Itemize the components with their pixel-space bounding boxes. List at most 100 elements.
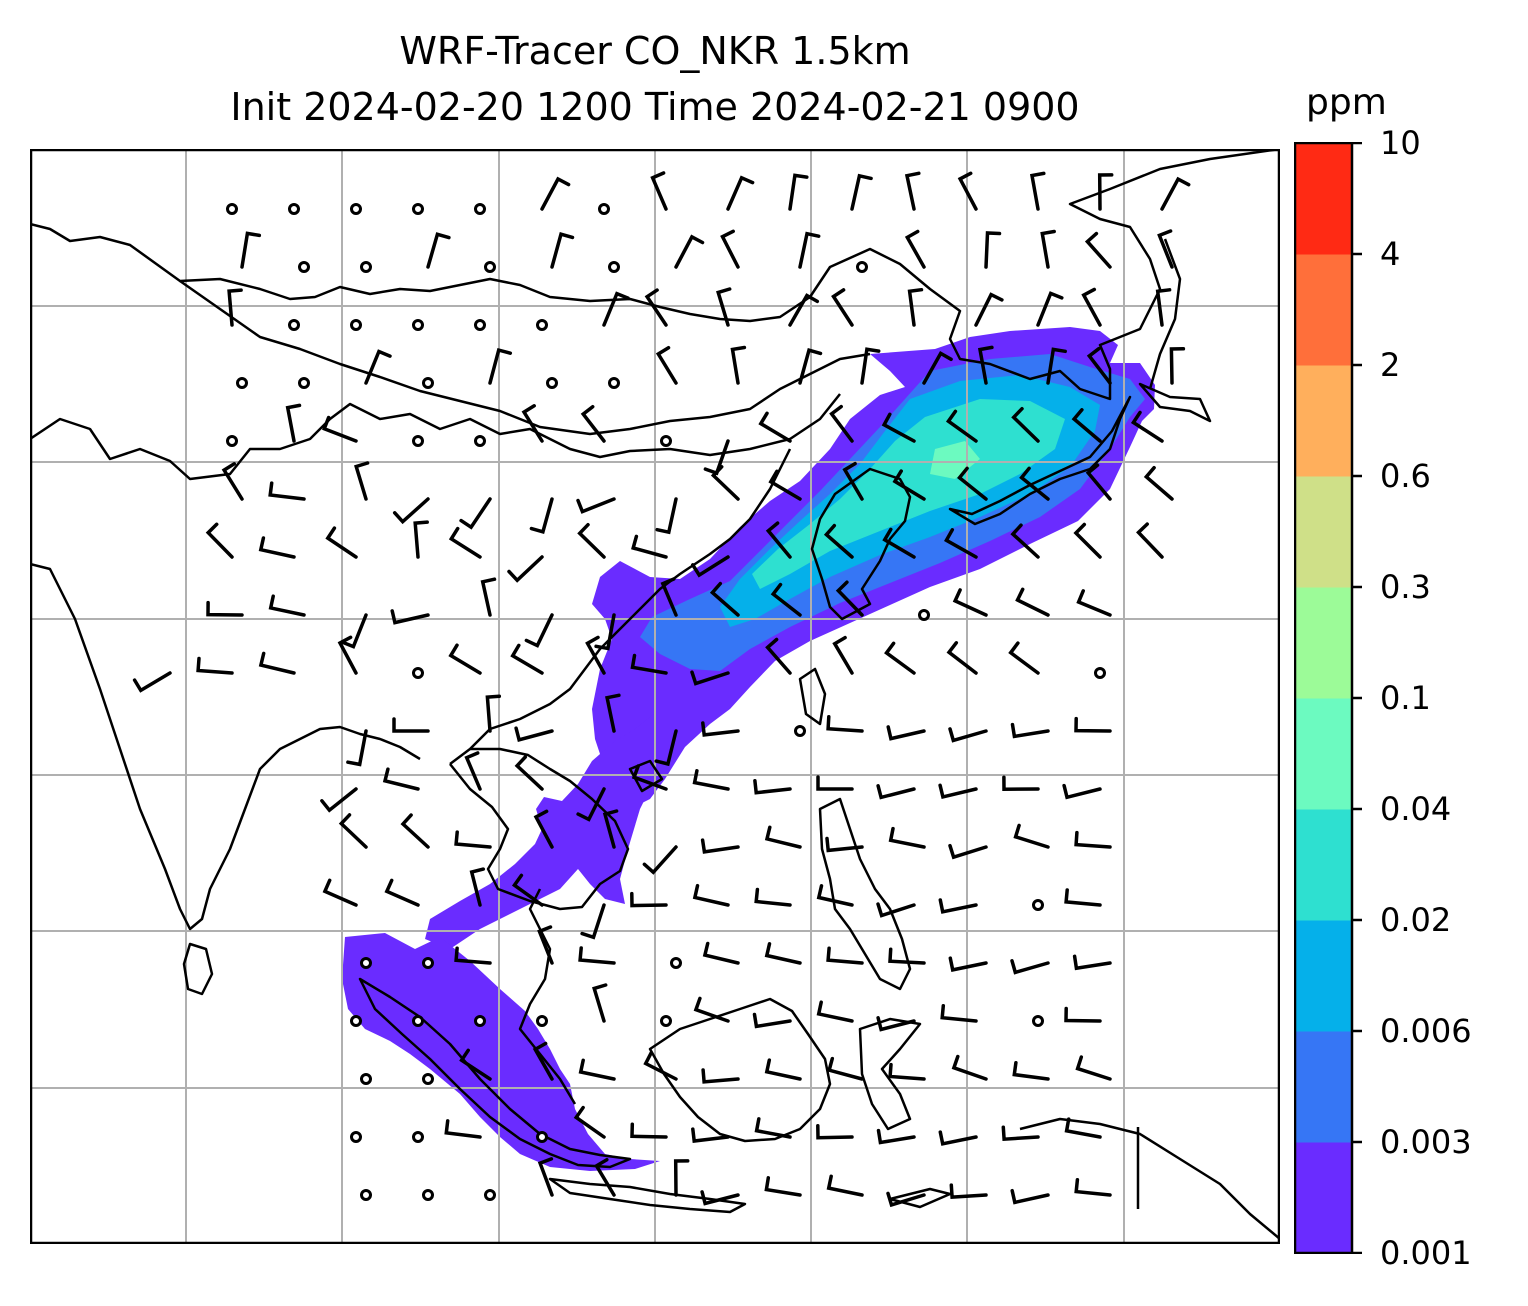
wind-barb <box>951 1054 988 1081</box>
wind-barb <box>835 580 864 617</box>
wind-barb <box>1157 229 1174 269</box>
colorbar-tick-label: 0.02 <box>1380 901 1452 939</box>
wind-barb <box>716 287 732 327</box>
wind-barb <box>400 813 430 849</box>
calm-circle <box>288 203 300 215</box>
wind-barb <box>758 411 792 443</box>
wind-barb <box>709 581 740 617</box>
wind-barb <box>816 1123 854 1140</box>
wind-barb <box>514 726 554 742</box>
wind-barb <box>842 461 864 501</box>
calm-circle <box>660 1015 672 1027</box>
wind-barb <box>630 1122 668 1139</box>
calm-circle <box>422 377 434 389</box>
wind-barb <box>764 825 802 849</box>
wind-barb <box>258 536 296 559</box>
wind-barb <box>1064 1006 1102 1023</box>
coastline-india <box>30 562 421 931</box>
calm-circle <box>412 435 424 447</box>
wind-barb <box>655 345 678 385</box>
calm-circle <box>918 609 930 621</box>
wind-barb <box>529 497 554 534</box>
wind-barb <box>382 767 420 791</box>
calm-circle <box>412 1015 424 1027</box>
wind-barb <box>692 769 730 791</box>
wind-barb <box>576 787 606 822</box>
wind-barb <box>876 784 916 800</box>
wind-barb <box>1076 589 1112 617</box>
calm-circle <box>474 319 486 331</box>
calm-circle <box>670 957 682 969</box>
calm-circle <box>350 319 362 331</box>
wind-barb <box>268 594 306 617</box>
wind-barb <box>364 349 392 385</box>
colorbar-segment <box>1295 920 1352 1032</box>
colorbar-segment <box>1295 365 1352 477</box>
wind-barb <box>1075 1055 1112 1081</box>
wind-barb <box>765 637 792 675</box>
wind-barb <box>922 351 953 385</box>
title-line-2: Init 2024-02-20 1200 Time 2024-02-21 090… <box>230 85 1080 129</box>
plume-indochina <box>425 709 670 949</box>
wind-barb <box>1010 722 1050 739</box>
coastline-java <box>548 1177 747 1214</box>
calm-circle <box>412 319 424 331</box>
wind-barb <box>876 1128 916 1145</box>
wind-barb <box>888 1062 926 1081</box>
wind-barb <box>285 403 302 443</box>
wind-barb <box>325 526 358 559</box>
wind-barb <box>945 409 978 443</box>
wind-barb <box>521 404 544 443</box>
wind-barb <box>240 231 262 269</box>
colorbar-segment <box>1295 809 1352 921</box>
wind-barb <box>1011 406 1040 443</box>
wind-barb <box>674 234 705 269</box>
wind-barb <box>798 348 823 385</box>
wind-barb <box>1081 287 1102 327</box>
wind-barb <box>826 946 864 965</box>
calm-circle <box>1032 1015 1044 1027</box>
calm-wind-circles <box>226 203 1106 1201</box>
coastline-gulf-thailand <box>518 888 577 1105</box>
wind-barb <box>948 727 988 743</box>
wind-barb <box>1001 1125 1040 1142</box>
colorbar <box>1294 142 1362 1254</box>
wind-barb <box>221 462 244 501</box>
wind-barb <box>654 729 678 767</box>
wind-barb <box>944 528 978 559</box>
wind-barb <box>322 878 358 907</box>
calm-circle <box>536 319 548 331</box>
wind-barb <box>585 635 606 675</box>
wind-barb <box>578 946 616 965</box>
calm-circle <box>474 203 486 215</box>
wind-barb <box>655 497 678 535</box>
coastline-taiwan <box>798 667 827 726</box>
wind-barb <box>826 1174 864 1197</box>
wind-barb <box>550 232 575 269</box>
wind-barb <box>938 898 978 914</box>
colorbar-unit: ppm <box>1306 82 1387 123</box>
wind-barb <box>346 729 368 767</box>
wind-barb <box>764 942 802 965</box>
coastline-indochina <box>449 747 630 911</box>
colorbar-segment <box>1295 1031 1352 1143</box>
wind-barb <box>754 887 792 907</box>
wind-barb <box>832 635 854 675</box>
wind-barb <box>876 902 916 918</box>
wind-barb <box>957 171 978 211</box>
calm-circle <box>298 377 310 389</box>
wind-barb <box>1029 171 1046 211</box>
wind-barb <box>726 175 755 211</box>
wind-barb <box>1012 1060 1050 1081</box>
colorbar-tick-label: 2 <box>1380 346 1401 384</box>
wind-barb <box>1073 522 1102 559</box>
wind-barb <box>532 1041 554 1081</box>
wind-barb <box>524 613 554 648</box>
wind-barb <box>948 843 988 860</box>
colorbar-segment <box>1295 587 1352 699</box>
wind-barb <box>881 412 916 443</box>
wind-barb <box>448 643 482 675</box>
coastlines <box>30 149 1280 1240</box>
wind-barb <box>1085 463 1112 501</box>
wind-barb <box>454 830 492 849</box>
